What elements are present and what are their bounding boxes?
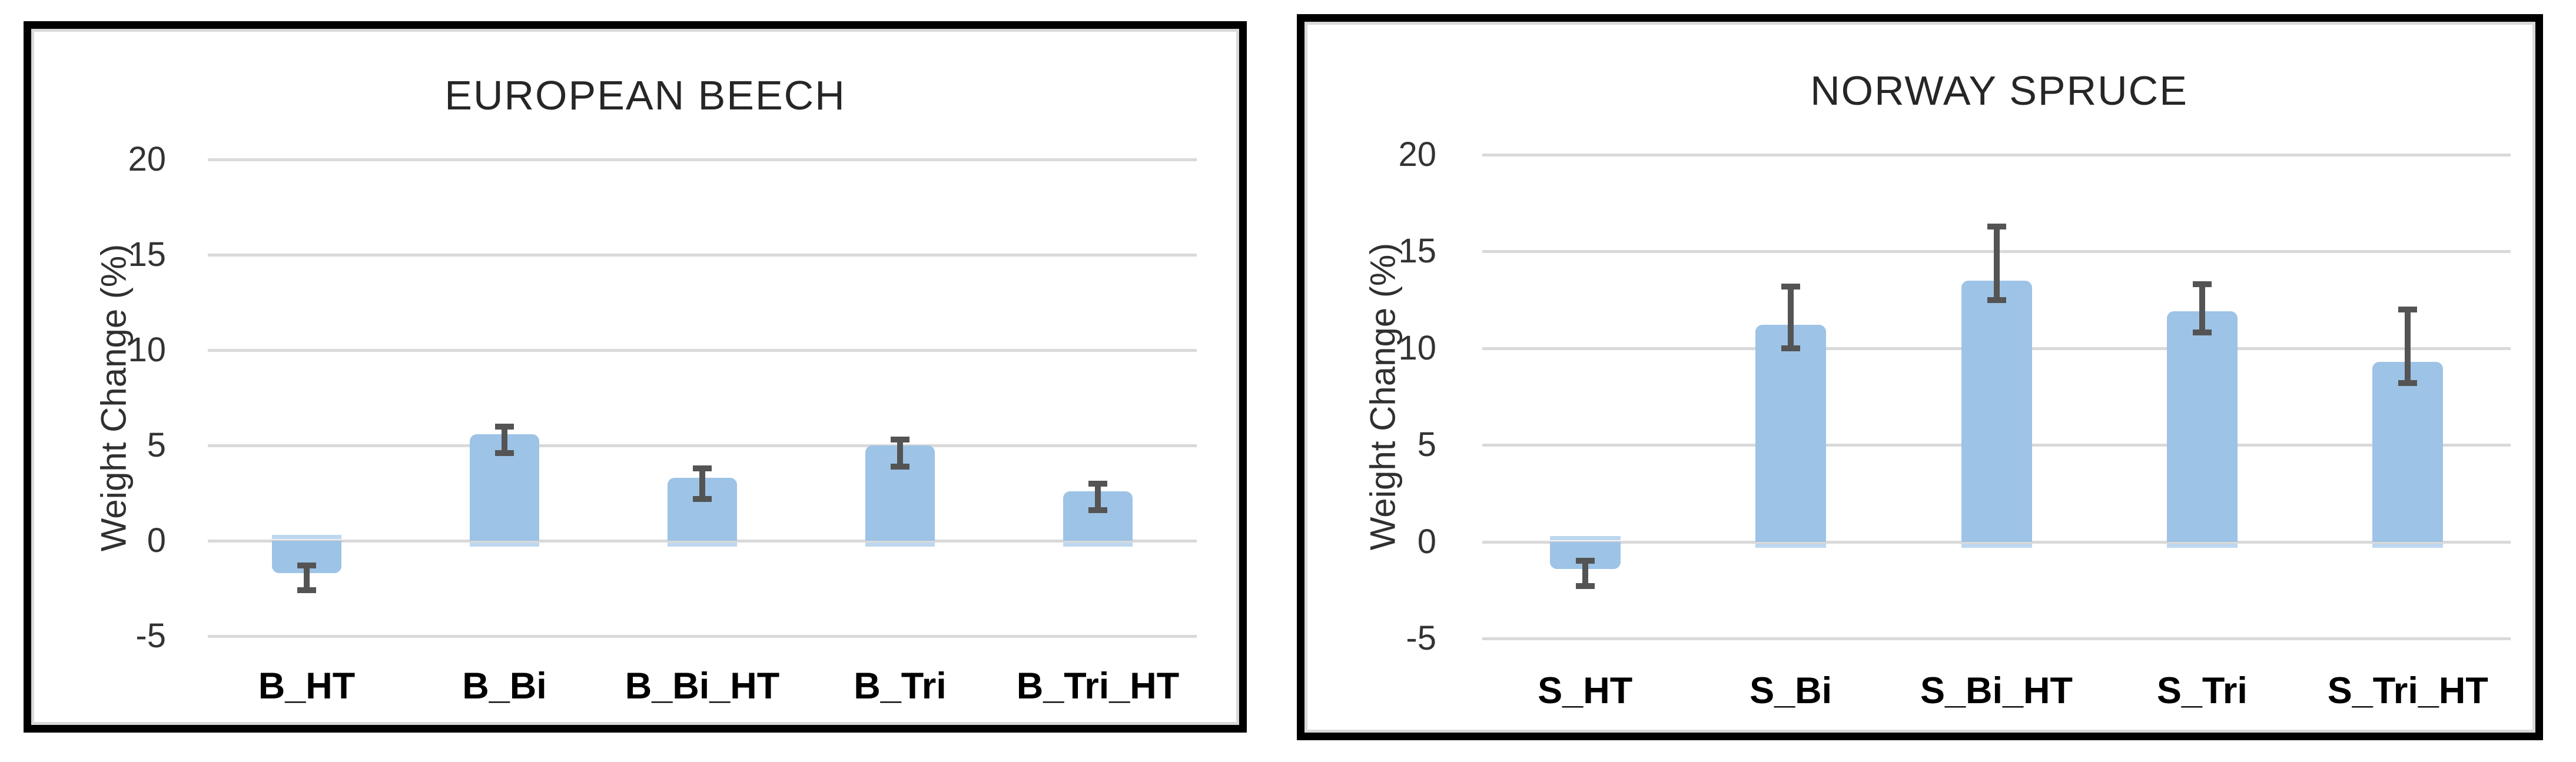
y-tick-label-5: 5 — [1417, 425, 1436, 464]
gridline-y-20 — [1482, 154, 2511, 157]
y-tick-label-0: 0 — [1417, 522, 1436, 561]
gridline-y-20 — [208, 158, 1197, 161]
error-bar-top-cap-B_Tri_HT — [1088, 480, 1107, 487]
chart-panel-norway-spruce: NORWAY SPRUCE Weight Change (%) 20 15 10 5 0… — [1297, 14, 2543, 740]
error-bar-top-cap-B_Bi_HT — [693, 465, 712, 471]
error-bar-B_Tri — [897, 440, 903, 467]
error-bar-bottom-cap-S_Tri_HT — [2398, 380, 2418, 386]
x-category-label-B_HT: B_HT — [258, 665, 356, 707]
bar-base-edge-B_Tri — [865, 543, 935, 547]
x-category-label-S_Tri: S_Tri — [2156, 670, 2248, 711]
error-bar-bottom-cap-S_Tri — [2192, 330, 2212, 336]
error-bar-bottom-cap-B_Tri_HT — [1088, 507, 1107, 514]
x-category-label-S_Bi: S_Bi — [1750, 670, 1833, 711]
y-axis-title: Weight Change (%) — [94, 244, 134, 552]
error-bar-top-cap-B_HT — [297, 563, 316, 569]
gridline-y--5 — [208, 635, 1197, 638]
gridline-y--5 — [1482, 637, 2511, 640]
error-bar-bottom-cap-S_Bi — [1781, 345, 1801, 351]
y-tick-label-20: 20 — [128, 140, 166, 178]
y-tick-label--5: -5 — [135, 617, 166, 655]
error-bar-bottom-cap-B_HT — [297, 587, 316, 594]
x-category-label-S_Tri_HT: S_Tri_HT — [2327, 670, 2488, 711]
error-bar-B_HT — [304, 565, 310, 591]
error-bar-B_Bi_HT — [699, 468, 705, 499]
x-category-label-B_Bi_HT: B_Bi_HT — [625, 665, 780, 707]
bar-base-edge-B_Tri_HT — [1063, 543, 1133, 547]
chart-inner-border — [1304, 22, 2535, 733]
y-tick-label--5: -5 — [1406, 619, 1436, 657]
chart-inner-border — [31, 29, 1239, 725]
error-bar-top-cap-S_Tri_HT — [2398, 307, 2418, 313]
bar-base-edge-B_HT — [272, 535, 341, 539]
gridline-y-10 — [208, 349, 1197, 352]
bar-S_Tri — [2166, 311, 2238, 542]
error-bar-bottom-cap-S_Bi_HT — [1987, 297, 2006, 303]
y-tick-label-15: 15 — [128, 235, 166, 274]
error-bar-B_Bi — [502, 426, 507, 453]
error-bar-S_Bi — [1788, 286, 1794, 348]
x-category-label-S_HT: S_HT — [1538, 670, 1633, 711]
bar-base-edge-S_HT — [1549, 535, 1621, 540]
error-bar-top-cap-S_Bi — [1781, 283, 1801, 290]
error-bar-S_Tri_HT — [2405, 310, 2411, 383]
error-bar-B_Tri_HT — [1095, 483, 1101, 511]
bar-S_Bi_HT — [1961, 280, 2032, 542]
error-bar-top-cap-B_Bi — [495, 423, 514, 430]
bar-base-edge-B_Bi — [470, 543, 539, 547]
bar-base-edge-B_Bi_HT — [668, 543, 737, 547]
bar-base-edge-S_Tri_HT — [2372, 543, 2444, 548]
y-tick-label-5: 5 — [147, 426, 166, 464]
x-category-label-B_Tri: B_Tri — [854, 665, 947, 707]
chart-panel-european-beech: EUROPEAN BEECH Weight Change (%) 20 15 10 5… — [24, 21, 1247, 733]
bar-base-edge-S_Tri — [2166, 543, 2238, 548]
error-bar-top-cap-S_Tri — [2192, 281, 2212, 288]
bar-S_Bi — [1755, 325, 1827, 542]
bar-base-edge-S_Bi — [1755, 543, 1827, 548]
gridline-y-5 — [208, 444, 1197, 447]
x-category-label-S_Bi_HT: S_Bi_HT — [1920, 670, 2073, 711]
error-bar-S_Bi_HT — [1993, 226, 2000, 300]
gridline-y-0 — [1482, 540, 2511, 544]
gridline-y-15 — [208, 254, 1197, 257]
y-tick-label-10: 10 — [1398, 328, 1436, 367]
error-bar-top-cap-S_HT — [1575, 558, 1595, 564]
chart-title: NORWAY SPRUCE — [1810, 68, 2188, 114]
y-axis-title: Weight Change (%) — [1363, 242, 1403, 551]
x-category-label-B_Bi: B_Bi — [462, 665, 547, 707]
gridline-y-0 — [208, 540, 1197, 543]
error-bar-top-cap-B_Tri — [891, 437, 909, 443]
y-tick-label-20: 20 — [1398, 135, 1436, 174]
y-tick-label-15: 15 — [1398, 232, 1436, 271]
error-bar-top-cap-S_Bi_HT — [1987, 223, 2006, 229]
error-bar-S_HT — [1582, 561, 1588, 587]
x-category-label-B_Tri_HT: B_Tri_HT — [1016, 665, 1180, 707]
y-tick-label-10: 10 — [128, 331, 166, 369]
bar-S_Tri_HT — [2372, 361, 2444, 542]
error-bar-bottom-cap-B_Bi_HT — [693, 495, 712, 502]
bar-base-edge-S_Bi_HT — [1961, 543, 2032, 548]
chart-title: EUROPEAN BEECH — [444, 72, 846, 118]
error-bar-bottom-cap-B_Tri — [891, 463, 909, 470]
error-bar-S_Tri — [2199, 284, 2205, 333]
y-tick-label-0: 0 — [147, 521, 166, 560]
error-bar-bottom-cap-B_Bi — [495, 450, 514, 456]
error-bar-bottom-cap-S_HT — [1575, 583, 1595, 590]
